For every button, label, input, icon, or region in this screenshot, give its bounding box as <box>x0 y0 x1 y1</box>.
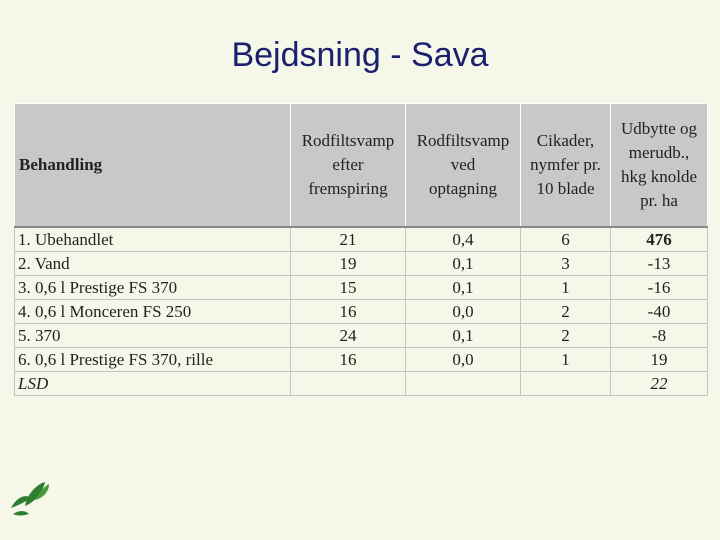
table-row: 4. 0,6 l Monceren FS 250 16 0,0 2 -40 <box>14 299 708 324</box>
table-row: 5. 370 24 0,1 2 -8 <box>14 323 708 348</box>
table-cell: 6 <box>520 226 611 252</box>
header-rodfiltsvamp-optagning: Rodfiltsvamp ved optagning <box>405 103 521 228</box>
table-cell: 16 <box>290 347 406 372</box>
table-cell: 1 <box>520 347 611 372</box>
table-cell <box>405 371 521 396</box>
table-cell <box>290 371 406 396</box>
treatment-name: 6. 0,6 l Prestige FS 370, rille <box>14 347 291 372</box>
table-cell: 19 <box>610 347 708 372</box>
table-cell: -40 <box>610 299 708 324</box>
table-cell: 24 <box>290 323 406 348</box>
table-cell: 0,0 <box>405 299 521 324</box>
table-cell <box>520 371 611 396</box>
table-cell: 19 <box>290 251 406 276</box>
treatment-name: 5. 370 <box>14 323 291 348</box>
slide-title: Bejdsning - Sava <box>231 36 489 74</box>
table-cell: 0,1 <box>405 251 521 276</box>
table-row: 6. 0,6 l Prestige FS 370, rille 16 0,0 1… <box>14 347 708 372</box>
results-table: Behandling Rodfiltsvamp efter fremspirin… <box>14 103 708 396</box>
table-cell: 16 <box>290 299 406 324</box>
lsd-label: LSD <box>14 371 291 396</box>
table-cell: 21 <box>290 226 406 252</box>
table-cell: 3 <box>520 251 611 276</box>
table-cell: 476 <box>610 226 708 252</box>
table-cell: -8 <box>610 323 708 348</box>
table-cell: -16 <box>610 275 708 300</box>
table-cell: 0,4 <box>405 226 521 252</box>
treatment-name: 2. Vand <box>14 251 291 276</box>
header-behandling: Behandling <box>14 103 291 228</box>
header-rodfiltsvamp-fremspiring: Rodfiltsvamp efter fremspiring <box>290 103 406 228</box>
table-row: 2. Vand 19 0,1 3 -13 <box>14 251 708 276</box>
table-cell: 15 <box>290 275 406 300</box>
table-cell: 0,0 <box>405 347 521 372</box>
table-row-lsd: LSD 22 <box>14 371 708 396</box>
table-row: 1. Ubehandlet 21 0,4 6 476 <box>14 226 708 252</box>
treatment-name: 3. 0,6 l Prestige FS 370 <box>14 275 291 300</box>
table-cell: 0,1 <box>405 275 521 300</box>
header-udbytte: Udbytte og merudb., hkg knolde pr. ha <box>610 103 708 228</box>
table-cell: 2 <box>520 323 611 348</box>
table-header-row: Behandling Rodfiltsvamp efter fremspirin… <box>14 103 708 228</box>
lsd-value: 22 <box>610 371 708 396</box>
table-cell: -13 <box>610 251 708 276</box>
treatment-name: 4. 0,6 l Monceren FS 250 <box>14 299 291 324</box>
table-cell: 2 <box>520 299 611 324</box>
treatment-name: 1. Ubehandlet <box>14 226 291 252</box>
header-cikader: Cikader, nymfer pr. 10 blade <box>520 103 611 228</box>
table-row: 3. 0,6 l Prestige FS 370 15 0,1 1 -16 <box>14 275 708 300</box>
leaf-logo-icon <box>11 482 49 516</box>
table-cell: 0,1 <box>405 323 521 348</box>
table-cell: 1 <box>520 275 611 300</box>
